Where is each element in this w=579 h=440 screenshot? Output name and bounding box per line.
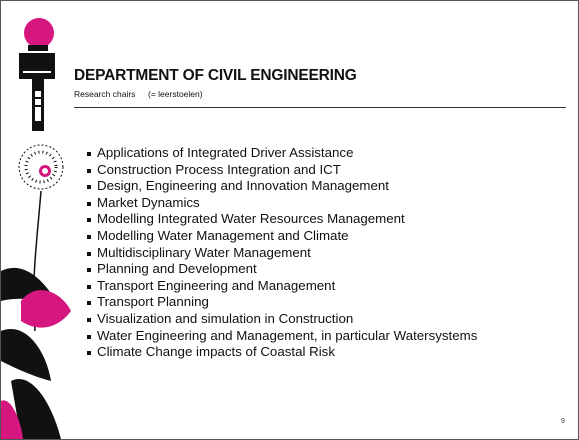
list-item: Modelling Water Management and Climate — [87, 228, 477, 245]
list-item: Water Engineering and Management, in par… — [87, 328, 477, 345]
list-item: Market Dynamics — [87, 195, 477, 212]
list-item: Modelling Integrated Water Resources Man… — [87, 211, 477, 228]
list-item: Transport Engineering and Management — [87, 278, 477, 295]
subtitle: Research chairs — [74, 89, 136, 99]
list-item: Multidisciplinary Water Management — [87, 245, 477, 262]
decoration — [1, 18, 71, 439]
chair-list: Applications of Integrated Driver Assist… — [87, 145, 477, 361]
list-item: Planning and Development — [87, 261, 477, 278]
list-item: Design, Engineering and Innovation Manag… — [87, 178, 477, 195]
list-item: Climate Change impacts of Coastal Risk — [87, 344, 477, 361]
list-item: Visualization and simulation in Construc… — [87, 311, 477, 328]
divider — [74, 107, 566, 108]
list-item: Applications of Integrated Driver Assist… — [87, 145, 477, 162]
subtitle-note: (= leerstoelen) — [148, 89, 203, 99]
list-item: Transport Planning — [87, 294, 477, 311]
page-number: 9 — [561, 418, 565, 425]
title: DEPARTMENT OF CIVIL ENGINEERING — [74, 67, 357, 84]
list-item: Construction Process Integration and ICT — [87, 162, 477, 179]
